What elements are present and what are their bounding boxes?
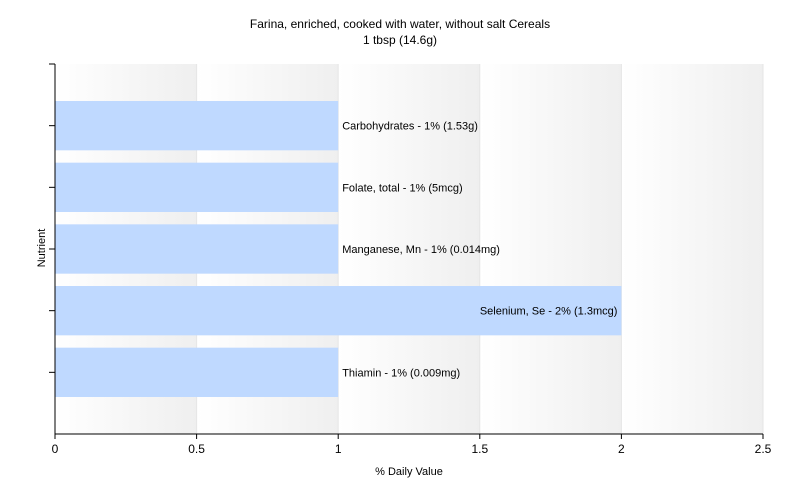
bar: [55, 163, 338, 212]
bar: [55, 101, 338, 150]
x-tick-label: 1.5: [471, 442, 488, 456]
bar-label: Folate, total - 1% (5mcg): [342, 182, 462, 194]
x-tick-label: 0.5: [188, 442, 205, 456]
bar-label: Carbohydrates - 1% (1.53g): [342, 121, 478, 133]
x-tick-label: 1: [335, 442, 342, 456]
bar-label: Thiamin - 1% (0.009mg): [342, 367, 460, 379]
plot-background-band: [621, 64, 763, 434]
x-tick-label: 0: [52, 442, 59, 456]
bar: [55, 348, 338, 397]
x-axis-label: % Daily Value: [55, 466, 763, 478]
bar-label: Manganese, Mn - 1% (0.014mg): [342, 244, 500, 256]
bar-label: Selenium, Se - 2% (1.3mcg): [480, 306, 618, 318]
x-tick-label: 2: [618, 442, 625, 456]
y-axis-label: Nutrient: [36, 229, 48, 268]
plot-background-band: [480, 64, 622, 434]
x-tick-label: 2.5: [755, 442, 772, 456]
bar: [55, 224, 338, 273]
